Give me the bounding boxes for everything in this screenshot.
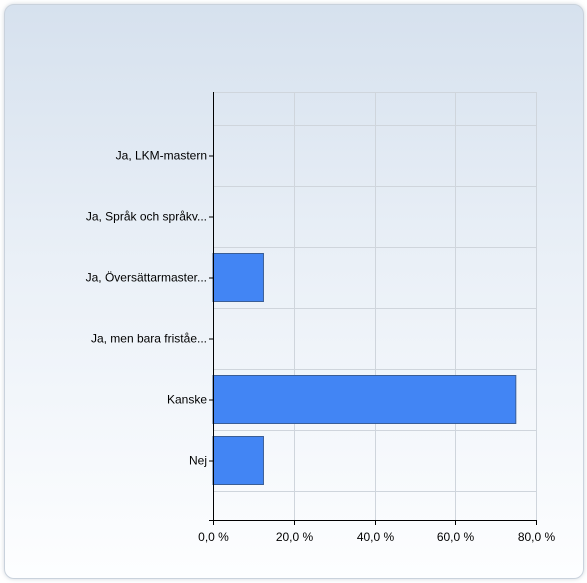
x-tick-label: 0,0 % — [198, 530, 229, 544]
bars — [212, 253, 517, 485]
y-tick-label: Ja, Översättarmaster... — [86, 271, 207, 285]
axes — [209, 92, 537, 525]
x-tick-label: 20,0 % — [276, 530, 314, 544]
x-tick-label: 80,0 % — [518, 530, 556, 544]
axis-labels: Ja, LKM-mastern Ja, Språk och språkv... Ja… — [86, 149, 556, 545]
y-tick-label: Ja, LKM-mastern — [116, 149, 207, 163]
bar — [212, 436, 264, 485]
bar — [212, 375, 517, 424]
bar — [212, 253, 264, 302]
y-tick-label: Ja, Språk och språkv... — [86, 210, 207, 224]
y-tick-label: Nej — [189, 454, 207, 468]
y-tick-label: Kanske — [167, 393, 207, 407]
x-tick-label: 40,0 % — [357, 530, 395, 544]
x-tick-label: 60,0 % — [437, 530, 475, 544]
y-tick-label: Ja, men bara friståe... — [91, 332, 207, 346]
